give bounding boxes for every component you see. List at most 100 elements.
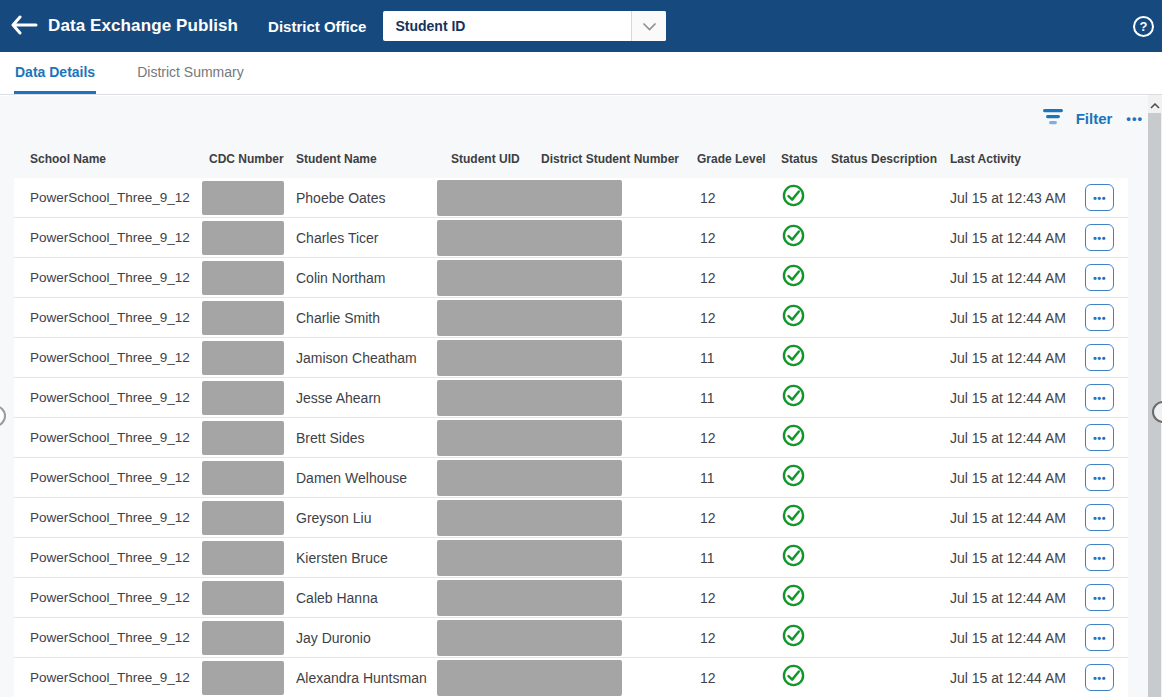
student-name-cell: Brett Sides (292, 430, 433, 446)
actions-cell: ••• (1062, 584, 1128, 611)
school-name-cell: PowerSchool_Three_9_12 (14, 630, 198, 645)
grade-level-cell: 11 (679, 350, 763, 366)
last-activity-cell: Jul 15 at 12:44 AM (932, 270, 1062, 286)
last-activity-cell: Jul 15 at 12:44 AM (932, 390, 1062, 406)
row-actions-button[interactable]: ••• (1085, 344, 1114, 371)
row-actions-button[interactable]: ••• (1085, 424, 1114, 451)
table-row: PowerSchool_Three_9_12 Brett Sides 12 Ju… (14, 418, 1128, 458)
last-activity-cell: Jul 15 at 12:44 AM (932, 310, 1062, 326)
column-header-student-uid: Student UID (433, 152, 523, 166)
student-name-cell: Jesse Ahearn (292, 390, 433, 406)
redacted-student-uid-and-district-number (437, 180, 622, 216)
row-actions-button[interactable]: ••• (1085, 624, 1114, 651)
redacted-student-uid-and-district-number (437, 460, 622, 496)
student-name-cell: Damen Welhouse (292, 470, 433, 486)
status-cell (763, 304, 813, 331)
table-more-options-button[interactable]: ••• (1126, 111, 1143, 126)
context-label: District Office (268, 18, 366, 35)
row-actions-button[interactable]: ••• (1085, 584, 1114, 611)
redacted-cdc-number (202, 461, 284, 495)
status-cell (763, 384, 813, 411)
last-activity-cell: Jul 15 at 12:44 AM (932, 350, 1062, 366)
actions-cell: ••• (1062, 344, 1128, 371)
success-check-icon (782, 344, 805, 371)
row-actions-button[interactable]: ••• (1085, 664, 1114, 691)
school-name-cell: PowerSchool_Three_9_12 (14, 590, 198, 605)
actions-cell: ••• (1062, 224, 1128, 251)
success-check-icon (782, 224, 805, 251)
data-details-panel: Filter ••• School Name CDC Number Studen… (0, 96, 1148, 697)
row-actions-button[interactable]: ••• (1085, 184, 1114, 211)
help-icon[interactable]: ? (1133, 16, 1154, 37)
more-horizontal-icon: ••• (1093, 552, 1106, 564)
back-arrow-icon (10, 15, 38, 38)
chevron-down-icon[interactable] (631, 11, 666, 41)
actions-cell: ••• (1062, 304, 1128, 331)
scroll-up-button[interactable] (1148, 95, 1162, 113)
grade-level-cell: 12 (679, 630, 763, 646)
grade-level-cell: 12 (679, 670, 763, 686)
report-type-dropdown[interactable]: Student ID (383, 11, 666, 41)
actions-cell: ••• (1062, 424, 1128, 451)
last-activity-cell: Jul 15 at 12:44 AM (932, 470, 1062, 486)
more-horizontal-icon: ••• (1093, 312, 1106, 324)
school-name-cell: PowerSchool_Three_9_12 (14, 390, 198, 405)
school-name-cell: PowerSchool_Three_9_12 (14, 550, 198, 565)
row-actions-button[interactable]: ••• (1085, 504, 1114, 531)
student-name-cell: Charles Ticer (292, 230, 433, 246)
success-check-icon (782, 584, 805, 611)
column-header-status-description: Status Description (813, 152, 932, 166)
status-cell (763, 584, 813, 611)
success-check-icon (782, 184, 805, 211)
student-name-cell: Kiersten Bruce (292, 550, 433, 566)
column-header-student-name: Student Name (292, 152, 433, 166)
last-activity-cell: Jul 15 at 12:44 AM (932, 670, 1062, 686)
school-name-cell: PowerSchool_Three_9_12 (14, 470, 198, 485)
student-name-cell: Charlie Smith (292, 310, 433, 326)
school-name-cell: PowerSchool_Three_9_12 (14, 430, 198, 445)
status-cell (763, 504, 813, 531)
row-actions-button[interactable]: ••• (1085, 264, 1114, 291)
student-name-cell: Greyson Liu (292, 510, 433, 526)
school-name-cell: PowerSchool_Three_9_12 (14, 670, 198, 685)
table-row: PowerSchool_Three_9_12 Greyson Liu 12 Ju… (14, 498, 1128, 538)
row-actions-button[interactable]: ••• (1085, 304, 1114, 331)
grade-level-cell: 11 (679, 470, 763, 486)
school-name-cell: PowerSchool_Three_9_12 (14, 230, 198, 245)
grade-level-cell: 12 (679, 430, 763, 446)
table-toolbar: Filter ••• (0, 96, 1148, 140)
row-actions-button[interactable]: ••• (1085, 544, 1114, 571)
column-header-status: Status (763, 152, 813, 166)
actions-cell: ••• (1062, 464, 1128, 491)
student-name-cell: Phoebe Oates (292, 190, 433, 206)
row-actions-button[interactable]: ••• (1085, 224, 1114, 251)
data-exchange-publish-app: Data Exchange Publish District Office St… (0, 0, 1162, 697)
table-row: PowerSchool_Three_9_12 Jesse Ahearn 11 J… (14, 378, 1128, 418)
tab-district-summary[interactable]: District Summary (136, 52, 245, 94)
school-name-cell: PowerSchool_Three_9_12 (14, 190, 198, 205)
last-activity-cell: Jul 15 at 12:43 AM (932, 190, 1062, 206)
last-activity-cell: Jul 15 at 12:44 AM (932, 430, 1062, 446)
more-horizontal-icon: ••• (1093, 672, 1106, 684)
grade-level-cell: 12 (679, 270, 763, 286)
actions-cell: ••• (1062, 664, 1128, 691)
more-horizontal-icon: ••• (1093, 272, 1106, 284)
column-header-last-activity: Last Activity (932, 152, 1062, 166)
redacted-cdc-number (202, 341, 284, 375)
actions-cell: ••• (1062, 264, 1128, 291)
row-actions-button[interactable]: ••• (1085, 384, 1114, 411)
status-cell (763, 424, 813, 451)
filter-label: Filter (1076, 110, 1113, 127)
back-button[interactable] (0, 0, 48, 52)
student-name-cell: Caleb Hanna (292, 590, 433, 606)
tab-data-details[interactable]: Data Details (14, 52, 96, 94)
filter-button[interactable]: Filter (1042, 108, 1113, 128)
row-actions-button[interactable]: ••• (1085, 464, 1114, 491)
redacted-cdc-number (202, 541, 284, 575)
more-horizontal-icon: ••• (1093, 232, 1106, 244)
vertical-scrollbar[interactable] (1148, 95, 1162, 697)
success-check-icon (782, 624, 805, 651)
table-row: PowerSchool_Three_9_12 Colin Northam 12 … (14, 258, 1128, 298)
redacted-cdc-number (202, 221, 284, 255)
more-horizontal-icon: ••• (1093, 592, 1106, 604)
